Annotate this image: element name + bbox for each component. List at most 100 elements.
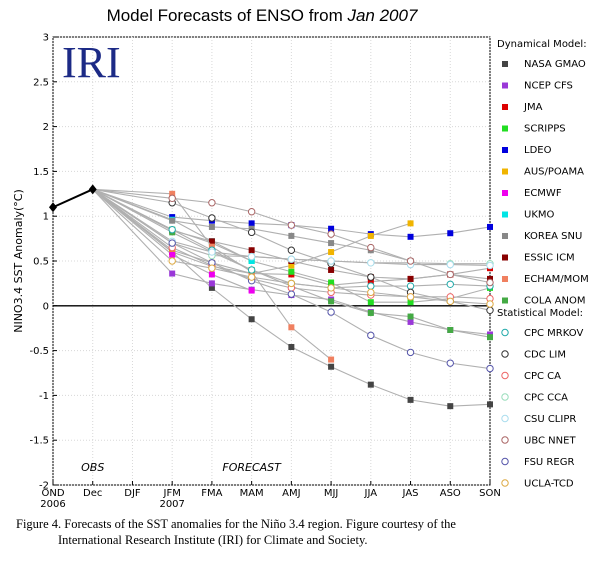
series-16-point-8: [486, 261, 494, 270]
series-3-point-6: [407, 299, 414, 306]
series-1-point-0: [169, 270, 176, 277]
y-tick-label-1: -1.5: [29, 436, 49, 447]
series-17-point-7: [446, 270, 454, 279]
x-tick-label-6: AMJ: [282, 488, 300, 499]
series-13-point-8: [486, 306, 494, 314]
series-18-point-4: [327, 308, 335, 316]
series-19-point-3: [287, 279, 296, 288]
x-tick-label-3: JFM: [163, 488, 181, 499]
legend-label-stat-2: CPC CA: [524, 371, 561, 382]
y-tick-label-6: 1: [43, 212, 49, 223]
series-19-point-7: [446, 297, 454, 306]
series-line-18: [92, 188, 491, 370]
series-11-point-8: [487, 334, 493, 341]
y-tick-label-3: -0.5: [29, 346, 49, 357]
legend-label-2: JMA: [523, 102, 543, 113]
legend-marker-4: [502, 147, 508, 153]
series-17-point-0: [168, 194, 176, 202]
x-tick-label-5: MAM: [240, 488, 264, 499]
legend-marker-stat-3: [501, 393, 509, 401]
series-4-point-6: [407, 233, 414, 240]
caption-line-2: International Research Institute (IRI) f…: [58, 533, 368, 547]
series-0-point-3: [288, 344, 295, 351]
y-axis-ticks: -2 -1.5 -1 -0.5 0 0.5 1 1.5 2 2.5 3: [29, 33, 57, 492]
series-6-point-1: [208, 271, 215, 278]
series-0-point-7: [447, 403, 454, 410]
series-10-point-3: [288, 324, 295, 331]
legend-marker-stat-0: [501, 328, 509, 337]
series-18-point-7: [446, 359, 454, 367]
y-tick-label-4: 0: [43, 301, 49, 312]
legend-label-stat-6: FSU REGR: [524, 457, 574, 468]
legend-marker-2: [502, 104, 508, 110]
legend-label-1: NCEP CFS: [524, 81, 573, 92]
legend-marker-11: [502, 297, 508, 304]
series-line-8: [92, 188, 411, 262]
series-3-point-4: [328, 279, 335, 286]
series-0-point-1: [208, 284, 215, 291]
legend-label-stat-7: UCLA-TCD: [524, 479, 574, 490]
legend-marker-stat-7: [501, 479, 509, 487]
series-4-point-8: [487, 223, 493, 230]
series-19-point-0: [168, 257, 176, 265]
series-17-point-8: [486, 278, 494, 287]
series-3-point-5: [367, 299, 374, 306]
legend-marker-stat-5: [501, 436, 509, 444]
y-tick-label-8: 2: [43, 122, 49, 133]
series-18-point-5: [367, 331, 375, 340]
legend-label-stat-5: UBC NNET: [524, 436, 576, 447]
series-19: [92, 188, 494, 308]
series-16: [92, 188, 494, 270]
series-17-point-3: [287, 221, 296, 229]
series-line-11: [92, 188, 491, 338]
series-19-point-8: [486, 300, 494, 308]
series-13-point-2: [247, 228, 256, 237]
series-8-point-4: [328, 240, 335, 247]
series-19-point-5: [367, 288, 375, 297]
legend-marker-8: [502, 233, 508, 239]
y-tick-label-2: -1: [39, 391, 49, 402]
legend-label-11: COLA ANOM: [524, 296, 586, 307]
series-16-point-3: [287, 255, 296, 263]
y-tick-label-0: -2: [39, 481, 49, 492]
y-axis-label: NINO3.4 SST Anomaly(°C): [12, 189, 25, 333]
legend-marker-3: [502, 125, 508, 132]
series-0-point-5: [367, 381, 374, 388]
series-0-point-4: [328, 363, 335, 370]
series-16-point-7: [446, 260, 454, 269]
series-12-point-5: [367, 282, 375, 290]
series-0-point-2: [248, 316, 255, 323]
series-13-point-5: [367, 273, 375, 281]
series-19-point-1: [208, 264, 216, 272]
x-tick-label-8: JJA: [364, 488, 378, 499]
series-8-point-1: [208, 223, 215, 230]
y-tick-label-9: 2.5: [33, 77, 49, 88]
series-9-point-1: [208, 238, 215, 245]
x-tick-label-2: DJF: [124, 488, 141, 499]
legend-marker-6: [502, 190, 508, 196]
caption-line-1: Figure 4. Forecasts of the SST anomalies…: [16, 517, 456, 531]
series-line-16: [92, 188, 491, 267]
legend-label-stat-0: CPC MRKOV: [524, 328, 583, 339]
y-tick-label-10: 3: [43, 33, 49, 44]
series-17-point-1: [208, 199, 216, 207]
x-tick-label-0: OND: [41, 488, 64, 499]
observed-point-0: [49, 202, 57, 213]
series-line-1: [92, 188, 491, 336]
legend-label-3: SCRIPPS: [524, 124, 566, 135]
series-8-point-3: [288, 232, 295, 239]
legend-label-stat-1: CDC LIM: [524, 350, 566, 361]
series-16-point-2: [247, 252, 256, 261]
chart-title-date: Jan 2007: [346, 6, 417, 25]
legend-label-stat-3: CPC CCA: [524, 393, 568, 404]
series-11-point-4: [328, 298, 335, 305]
series-4-point-7: [447, 230, 454, 237]
series-10-point-0: [169, 190, 176, 197]
series-9-point-2: [248, 247, 255, 254]
series-19-point-4: [327, 284, 335, 292]
series-2-point-5: [367, 278, 374, 285]
enso-forecast-chart: Model Forecasts of ENSO from Jan 2007-2-…: [12, 6, 589, 510]
legend-marker-stat-2: [501, 371, 509, 380]
year-label-0: 2006: [40, 499, 65, 510]
series-16-point-4: [327, 257, 335, 265]
